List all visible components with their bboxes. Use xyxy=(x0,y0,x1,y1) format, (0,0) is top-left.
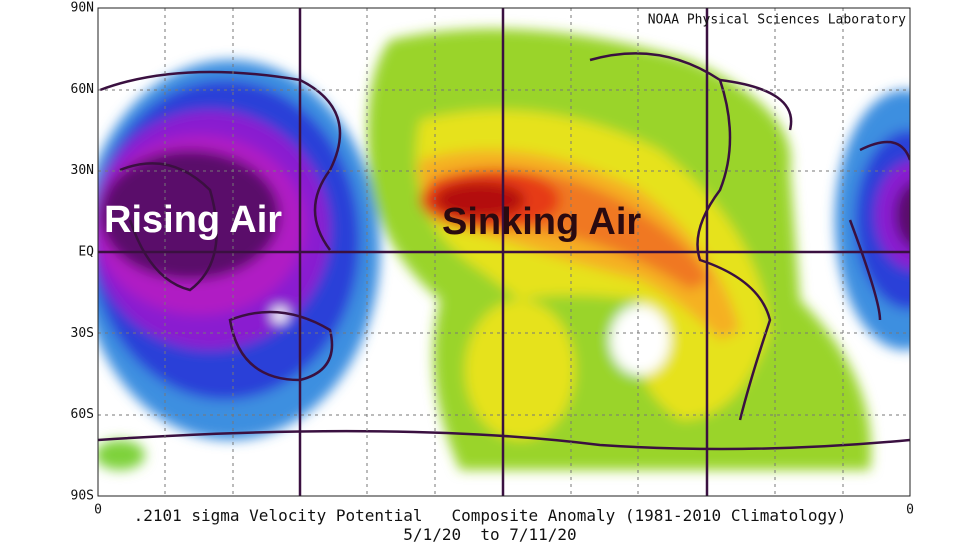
latitude-labels: 90N 60N 30N EQ 30S 60S 90S xyxy=(71,1,95,504)
anomaly-field xyxy=(98,8,910,496)
latitude-label: 30S xyxy=(71,326,94,341)
annotation: Rising Air xyxy=(104,199,282,241)
latitude-label: 60N xyxy=(71,82,94,97)
attribution: NOAA Physical Sciences Laboratory xyxy=(648,13,906,28)
coastlines xyxy=(98,52,910,451)
caption-line: 5/1/20 to 7/11/20 xyxy=(403,525,576,544)
latitude-label: 60S xyxy=(71,407,94,422)
latitude-label: 90S xyxy=(71,489,94,504)
longitude-label: 0 xyxy=(94,503,102,518)
latitude-label: EQ xyxy=(78,245,94,260)
region-boxes xyxy=(98,8,910,496)
longitude-label: 0 xyxy=(906,503,914,518)
latitude-label: 90N xyxy=(71,1,94,16)
caption-line: .2101 sigma Velocity Potential Composite… xyxy=(134,506,847,525)
map-frame xyxy=(97,7,911,497)
latitude-label: 30N xyxy=(71,163,94,178)
annotation: Sinking Air xyxy=(442,201,641,243)
